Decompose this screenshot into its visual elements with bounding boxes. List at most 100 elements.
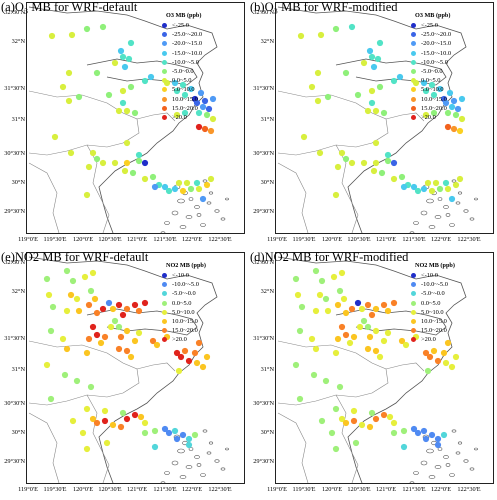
longitude-tick-label: 121°0'E (375, 236, 397, 243)
station-marker (310, 371, 318, 379)
station-marker (75, 93, 83, 101)
station-marker (420, 427, 428, 435)
island (208, 441, 214, 445)
map-frame (26, 2, 245, 234)
station-marker (440, 349, 448, 357)
station-marker (193, 179, 201, 187)
station-marker (354, 91, 362, 99)
station-marker (199, 103, 207, 111)
station-marker (83, 191, 91, 199)
legend-label: -5.0~0.0 (172, 68, 194, 76)
station-marker (153, 341, 161, 349)
legend-item: 15.0~20.0 (409, 104, 491, 113)
legend-label: -5.0~-0.0 (172, 290, 196, 298)
station-marker (332, 25, 340, 33)
island (437, 197, 443, 201)
legend-swatch (162, 32, 167, 38)
latitude-tick-label: 31°30'N (253, 335, 274, 342)
station-marker (370, 63, 378, 71)
station-marker (97, 339, 105, 347)
station-marker (85, 301, 93, 309)
island (449, 473, 455, 477)
station-marker (428, 187, 436, 195)
station-marker (368, 87, 376, 95)
legend-label: -25.0~-20.0 (421, 31, 452, 39)
station-marker (103, 439, 111, 447)
station-marker (390, 429, 398, 437)
legend-label: -10.0~-5.0 (421, 58, 448, 66)
station-marker (454, 105, 462, 113)
longitude-tick-label: 120°30'E (98, 486, 122, 493)
station-marker (99, 23, 107, 31)
legend-item: 5.0~10.0 (409, 85, 491, 94)
island (457, 191, 463, 195)
legend-swatch (411, 23, 416, 29)
longitude-tick-label: 120°0'E (72, 236, 94, 243)
latitude-tick-label: 31°30'N (4, 335, 25, 342)
station-marker (308, 83, 316, 91)
station-marker (342, 331, 350, 339)
station-marker (380, 337, 388, 345)
station-marker (43, 275, 51, 283)
station-marker (332, 445, 340, 453)
station-marker (67, 291, 75, 299)
station-marker (47, 327, 55, 335)
station-marker (342, 69, 350, 77)
island (188, 447, 194, 451)
legend-swatch (162, 23, 167, 29)
station-marker (123, 327, 131, 335)
station-marker (440, 431, 448, 439)
island (420, 210, 428, 216)
station-marker (380, 109, 388, 117)
legend-label: -20.0~-15.0 (172, 40, 203, 48)
station-marker (135, 157, 143, 165)
island (225, 197, 229, 201)
station-marker (390, 77, 398, 85)
station-marker (444, 339, 452, 347)
station-marker (89, 149, 97, 157)
yangtze-river (86, 308, 198, 336)
longitude-tick-label: 120°0'E (321, 236, 343, 243)
legend-swatch (411, 59, 416, 65)
legend-label: <-10.0 (421, 272, 438, 280)
station-marker (458, 95, 466, 103)
latitude-tick-label: 32°N (260, 288, 274, 295)
station-marker (420, 185, 428, 193)
longitude-tick-label: 119°30'E (292, 486, 316, 493)
legend-swatch (162, 78, 167, 84)
station-marker (149, 337, 157, 345)
province-boundary (28, 90, 140, 156)
station-marker (318, 417, 326, 425)
legend-label: 10.0~15.0 (172, 95, 198, 103)
station-marker (173, 111, 181, 119)
station-marker (203, 353, 211, 361)
station-marker (360, 59, 368, 67)
station-marker (199, 195, 207, 203)
station-marker (317, 31, 325, 39)
station-marker (428, 431, 436, 439)
station-marker (193, 99, 201, 107)
province-boundary (335, 394, 359, 483)
station-marker (338, 323, 346, 331)
legend-item: >20.0 (409, 335, 491, 344)
station-marker (105, 299, 113, 307)
map-canvas (27, 253, 244, 483)
station-marker (298, 303, 306, 311)
island (179, 225, 187, 229)
station-marker (123, 107, 131, 115)
station-marker (372, 139, 380, 147)
legend-swatch (411, 114, 416, 120)
legend-swatch (162, 50, 167, 56)
map-canvas (276, 3, 493, 233)
station-marker (91, 295, 99, 303)
station-marker (422, 87, 430, 95)
station-marker (380, 301, 388, 309)
station-marker (177, 353, 185, 361)
station-marker (452, 111, 460, 119)
station-marker (195, 185, 203, 193)
legend-label: 15.0~20.0 (421, 327, 447, 335)
station-marker (312, 307, 320, 315)
station-marker (105, 91, 113, 99)
station-marker (135, 329, 143, 337)
latitude-tick-label: 31°N (260, 116, 274, 123)
